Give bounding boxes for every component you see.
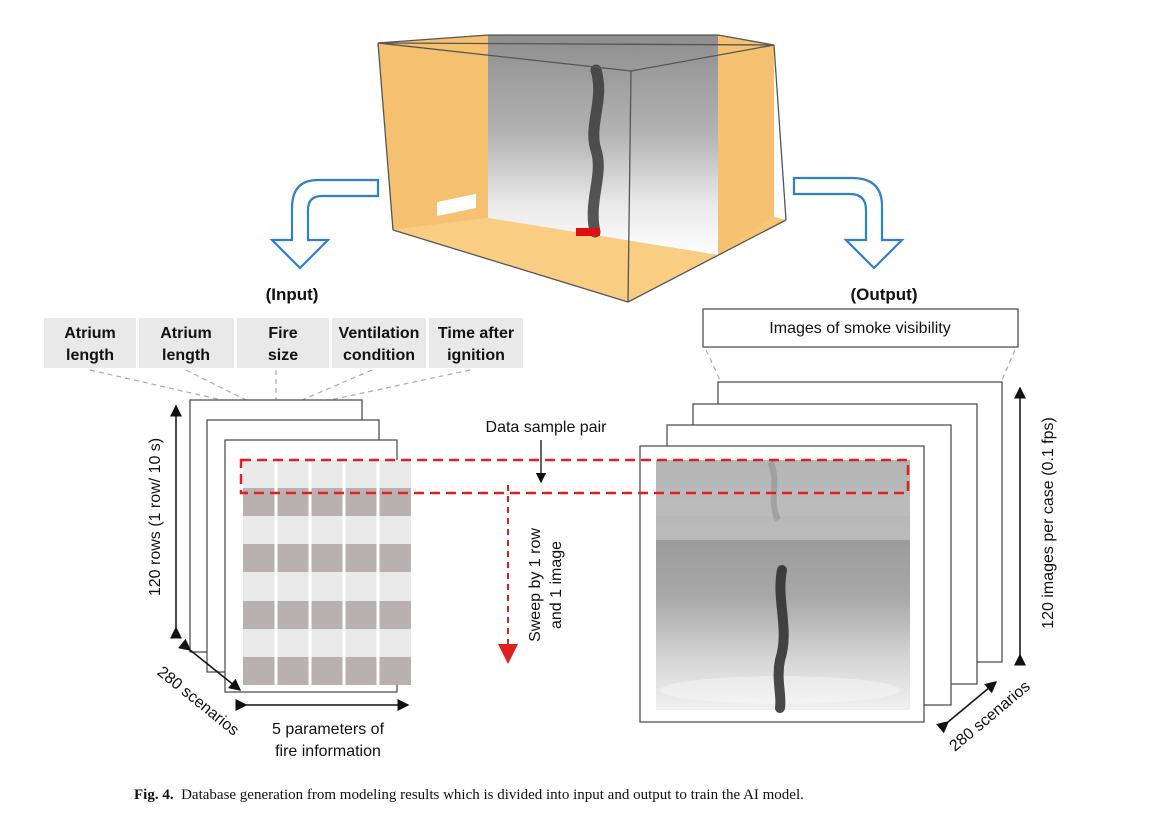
param-3-line1: Fire xyxy=(268,325,297,342)
atrium-vent-opening xyxy=(437,193,476,217)
sweep-label-line2: and 1 image xyxy=(548,541,565,629)
data-sample-pair-highlight xyxy=(239,458,910,495)
output-arrow xyxy=(792,176,905,270)
sweep-label-line1: Sweep by 1 row xyxy=(527,528,544,642)
atrium-back-wall xyxy=(488,35,718,255)
data-sample-pair-label: Data sample pair xyxy=(486,419,608,436)
input-data-table xyxy=(243,460,411,685)
param-1-line1: Atrium xyxy=(64,325,116,342)
columns-axis-line2: fire information xyxy=(275,743,381,760)
atrium-left-wall xyxy=(378,35,488,230)
output-header-box xyxy=(702,308,1019,348)
param-5-line1: Time after xyxy=(438,325,514,342)
input-scenarios-arrow xyxy=(178,638,242,691)
atrium-model xyxy=(377,34,787,303)
input-label: (Input) xyxy=(266,285,319,304)
param-2-line2: length xyxy=(162,347,210,364)
atrium-back-floor xyxy=(393,218,718,302)
param-4-line1: Ventilation xyxy=(339,325,420,342)
rows-axis-label: 120 rows (1 row/ 10 s) xyxy=(147,438,164,596)
table-row-dark xyxy=(243,601,411,629)
atrium-fire-source xyxy=(576,228,600,236)
images-axis-label: 120 images per case (0.1 fps) xyxy=(1040,417,1057,629)
output-scenarios-arrow xyxy=(936,681,998,734)
parameter-headers: Atrium length Atrium length Fire size Ve… xyxy=(44,318,523,401)
param-5-line2: ignition xyxy=(447,347,505,364)
table-row-dark xyxy=(243,544,411,572)
atrium-right-wall xyxy=(718,35,774,255)
smoke-image xyxy=(656,460,910,713)
param-3-line2: size xyxy=(268,347,298,364)
columns-axis-line1: 5 parameters of xyxy=(272,721,385,738)
figure-caption: Fig. 4. Database generation from modelin… xyxy=(134,787,804,804)
caption-prefix: Fig. 4. xyxy=(134,787,174,803)
output-label: (Output) xyxy=(850,285,917,304)
input-arrow xyxy=(269,178,380,270)
output-header-label: Images of smoke visibility xyxy=(769,320,950,337)
smoke-image-plume xyxy=(773,565,789,713)
param-1-line2: length xyxy=(66,347,114,364)
table-row-dark xyxy=(243,657,411,685)
param-2-line1: Atrium xyxy=(160,325,212,342)
output-scenarios-label: 280 scenarios xyxy=(946,678,1033,755)
atrium-smoke-plume xyxy=(587,64,605,238)
caption-text: Database generation from modeling result… xyxy=(181,787,804,803)
param-4-line2: condition xyxy=(343,347,415,364)
